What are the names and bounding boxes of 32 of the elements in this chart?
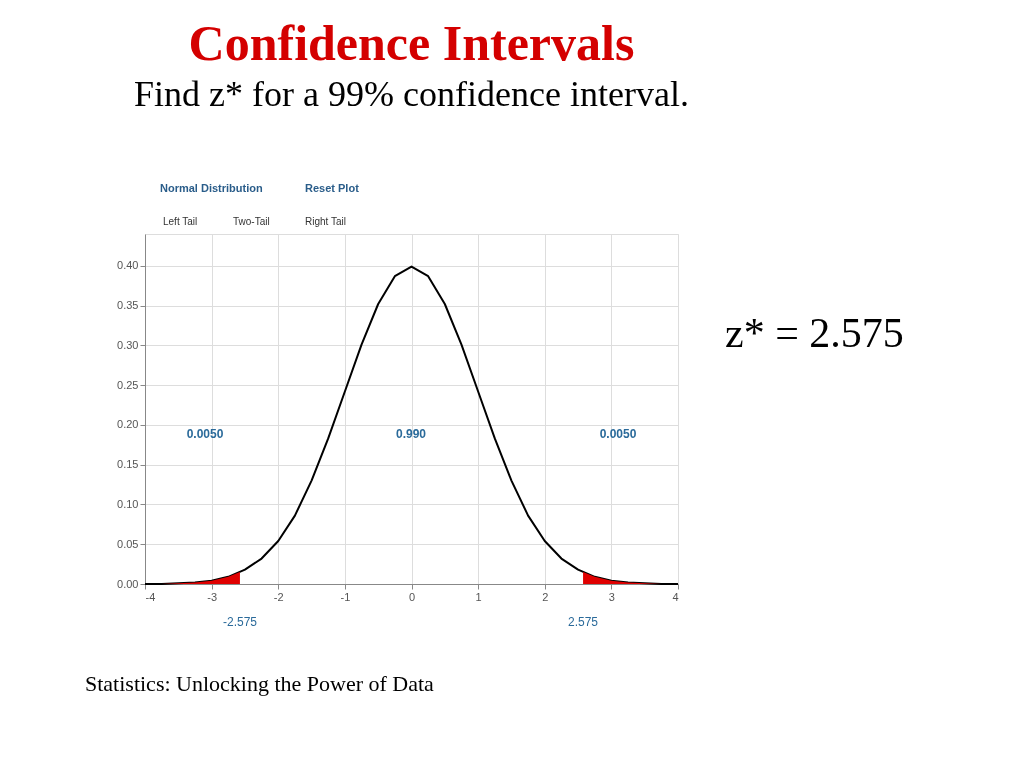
x-tick-label: 3 <box>608 590 615 603</box>
x-tick-label: 2 <box>542 590 549 603</box>
y-tick-label: 0.25 <box>117 378 139 391</box>
text: Reset Plot <box>305 182 360 194</box>
text: Statistics: Unlocking the Power of Data <box>85 671 435 696</box>
text: Normal Distribution <box>160 182 263 194</box>
y-tick-label: 0.00 <box>117 577 139 590</box>
y-tick-label: 0.20 <box>117 418 139 431</box>
x-tick-label: 1 <box>475 590 482 603</box>
y-tick-label: 0.30 <box>117 338 139 351</box>
y-tick-label: 0.40 <box>117 259 139 272</box>
x-tick-label: -1 <box>340 590 351 603</box>
chart-title: Confidence Intervals <box>188 15 635 71</box>
y-tick-label: 0.15 <box>117 458 139 471</box>
y-tick-label: 0.10 <box>117 497 139 510</box>
y-tick-label: 0.35 <box>117 299 139 312</box>
x-tick-label: -4 <box>145 590 156 603</box>
annotation: 0.0050 <box>599 427 637 441</box>
text: Two-Tail <box>233 216 270 227</box>
x-tick-label: 4 <box>672 590 679 603</box>
x-tick-label: -2 <box>273 590 284 603</box>
text: -2.575 <box>222 615 258 629</box>
text: 2.575 <box>567 615 599 629</box>
text: Left Tail <box>163 216 198 227</box>
y-tick-label: 0.05 <box>117 537 139 550</box>
annotation: 0.0050 <box>186 427 224 441</box>
text: z* = 2.575 <box>725 310 904 356</box>
x-tick-label: 0 <box>408 590 416 603</box>
chart-subtitle: Find z* for a 99% confidence interval. <box>134 74 689 114</box>
x-tick-label: -3 <box>207 590 218 603</box>
annotation: 0.990 <box>395 427 427 441</box>
text: Right Tail <box>305 216 346 227</box>
